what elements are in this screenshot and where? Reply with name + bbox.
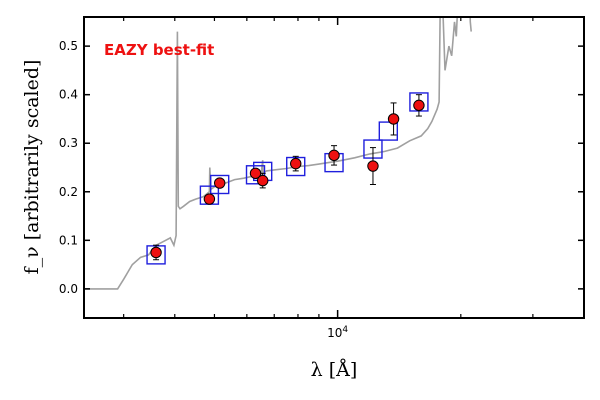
y-tick-label: 0.2 bbox=[59, 185, 78, 199]
x-tick-label: 104 bbox=[327, 325, 348, 340]
observed-photometry-point bbox=[150, 246, 162, 259]
y-tick-label: 0.0 bbox=[59, 282, 78, 296]
observed-photometry-point bbox=[413, 99, 425, 112]
plot-frame bbox=[83, 16, 585, 319]
y-tick-label: 0.5 bbox=[59, 39, 78, 53]
observed-photometry-point bbox=[213, 177, 226, 189]
observed-photometry-point bbox=[257, 174, 269, 187]
observed-photometry-point bbox=[367, 160, 379, 172]
ticks-layer bbox=[84, 17, 584, 318]
y-tick-label: 0.4 bbox=[59, 88, 78, 102]
observed-photometry-point bbox=[203, 193, 216, 205]
y-tick-label: 0.1 bbox=[59, 233, 78, 247]
observed-photometry-point bbox=[290, 157, 302, 170]
model-photometry-box bbox=[378, 121, 399, 141]
model-photometry-box bbox=[209, 174, 230, 195]
observed-photometry-point bbox=[328, 149, 340, 162]
model-photometry-box bbox=[245, 165, 266, 185]
errorbar-layer bbox=[153, 94, 422, 261]
y-axis-label: f_ν [arbitrarily scaled] bbox=[21, 60, 43, 275]
observed-photometry-layer bbox=[150, 99, 425, 259]
tick-labels-layer: 0.0 0.1 0.2 0.3 0.4 0.5 104 bbox=[59, 39, 348, 340]
chart-annotation: EAZY best-fit bbox=[104, 41, 214, 59]
observed-photometry-point bbox=[249, 167, 262, 180]
observed-photometry-point bbox=[387, 113, 400, 125]
model-photometry-layer bbox=[146, 92, 429, 265]
y-tick-label: 0.3 bbox=[59, 136, 78, 150]
x-axis-label: λ [Å] bbox=[311, 359, 358, 381]
